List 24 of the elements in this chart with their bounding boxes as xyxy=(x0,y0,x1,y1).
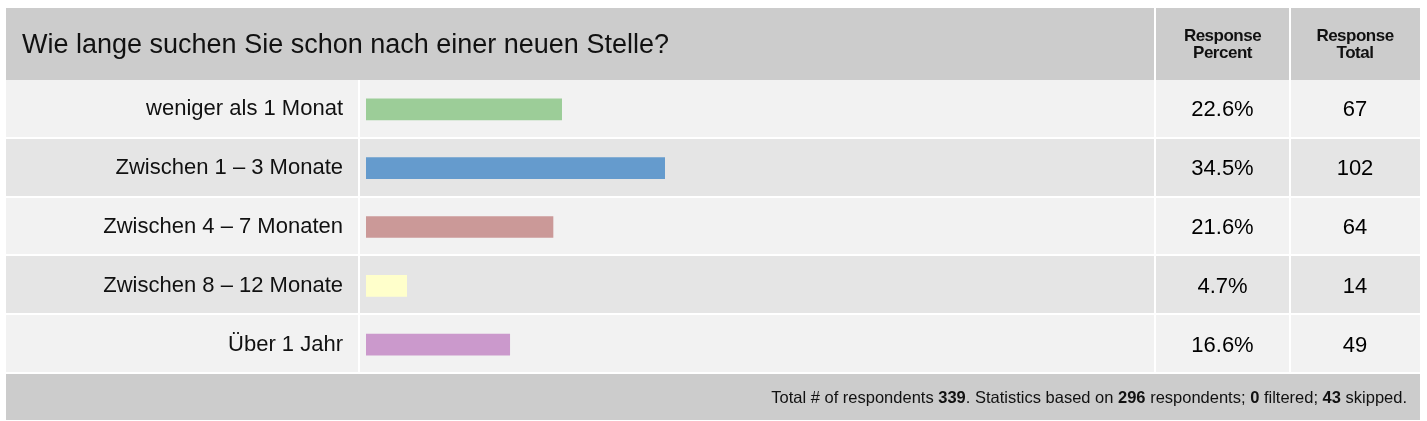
bar xyxy=(366,333,511,356)
chart-title: Wie lange suchen Sie schon nach einer neuen Stelle? xyxy=(22,28,669,61)
y-tick-label: Zwischen 4 – 7 Monaten xyxy=(103,213,343,239)
data-label: 16.6% xyxy=(1190,330,1255,359)
y-tick-label: Über 1 Jahr xyxy=(228,330,343,356)
text: 14 xyxy=(1341,271,1369,300)
bar xyxy=(366,274,408,297)
bar xyxy=(366,98,562,121)
bar xyxy=(366,216,554,238)
text: Response Total xyxy=(1315,25,1395,64)
text: 67 xyxy=(1341,95,1369,124)
text: Response Percent xyxy=(1182,25,1263,64)
text: Total # of respondents 339. Statistics based on 296 respondents; 0 filtered; 43 skipped. xyxy=(771,388,1407,406)
text: 102 xyxy=(1335,154,1375,183)
data-label: 21.6% xyxy=(1190,213,1255,241)
y-tick-label: Zwischen 1 – 3 Monate xyxy=(115,154,343,180)
data-label: 34.5% xyxy=(1190,154,1255,183)
text: 49 xyxy=(1341,330,1369,359)
text: 64 xyxy=(1341,213,1369,241)
y-tick-label: Zwischen 8 – 12 Monate xyxy=(103,271,343,297)
bar xyxy=(366,157,665,180)
y-tick-label: weniger als 1 Monat xyxy=(145,95,343,121)
data-label: 4.7% xyxy=(1196,271,1249,300)
data-label: 22.6% xyxy=(1190,95,1255,124)
